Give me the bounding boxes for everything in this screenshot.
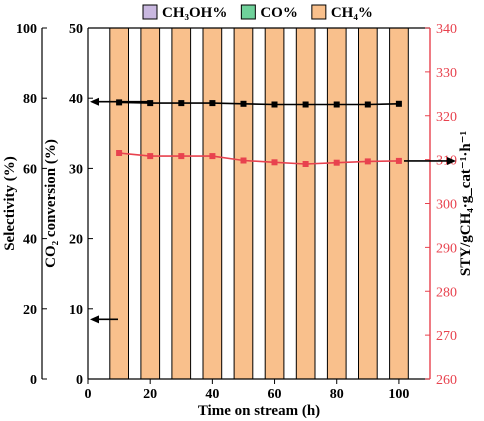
sty-tick-label-290: 290 (436, 241, 457, 256)
bar-ch4-70 (295, 27, 316, 380)
bar-ch4-50 (233, 27, 254, 380)
point-sty-90 (364, 158, 371, 165)
sty-tick-label-260: 260 (436, 373, 457, 388)
point-sty-70 (302, 161, 309, 167)
sty-tick-label-280: 280 (436, 285, 457, 300)
point-conversion-90 (364, 101, 371, 108)
sty-tick-label-340: 340 (436, 22, 457, 37)
x-tick-label-80: 80 (330, 387, 344, 402)
series-line-conversion (119, 101, 399, 106)
point-conversion-80 (333, 101, 340, 108)
legend: CH₃OH% CO% CH₄% (142, 4, 373, 21)
point-sty-30 (178, 153, 185, 160)
point-conversion-40 (209, 100, 216, 107)
selectivity-tick-label-40: 40 (23, 233, 37, 248)
point-sty-10 (116, 150, 123, 156)
legend-swatch-1 (240, 4, 256, 20)
bar-ch4-60 (264, 27, 285, 380)
point-conversion-60 (271, 101, 278, 108)
x-tick-label-20: 20 (143, 387, 157, 402)
legend-label-0: CH₃OH% (162, 5, 227, 21)
legend-swatch-2 (311, 4, 327, 20)
conversion-tick-label-40: 40 (69, 92, 83, 107)
legend-label-1: CO% (260, 5, 298, 21)
annotation-arrow-head-1 (90, 315, 99, 324)
point-sty-20 (147, 153, 154, 160)
bar-ch4-40 (202, 27, 223, 380)
x-tick-label-0: 0 (85, 387, 92, 402)
bar-ch4-10 (109, 27, 130, 380)
point-sty-60 (271, 159, 278, 166)
bar-ch4-90 (358, 27, 378, 380)
annotation-arrow-head-2 (447, 156, 456, 165)
x-tick-label-40: 40 (205, 387, 219, 402)
point-sty-40 (209, 153, 216, 160)
conversion-tick-label-30: 30 (69, 162, 83, 177)
bar-ch4-100 (389, 27, 409, 380)
annotation-arrow-head-0 (90, 97, 99, 106)
sty-tick-label-300: 300 (436, 198, 457, 213)
plot-frame (41, 27, 431, 380)
sty-tick-label-330: 330 (436, 66, 457, 81)
point-sty-50 (240, 157, 247, 164)
x-tick-label-60: 60 (268, 387, 282, 402)
selectivity-tick-label-60: 60 (23, 162, 37, 177)
bar-ch4-20 (140, 27, 161, 380)
legend-label-2: CH₄% (331, 5, 373, 21)
bars-layer (109, 27, 409, 380)
bar-ch4-30 (171, 27, 192, 380)
conversion-tick-label-20: 20 (69, 233, 83, 248)
x-axis-title: Time on stream (h) (198, 403, 320, 419)
annotations (90, 97, 456, 324)
legend-swatch-0 (142, 4, 158, 20)
point-conversion-20 (147, 100, 154, 107)
conversion-tick-label-10: 10 (69, 303, 83, 318)
sty-tick-label-320: 320 (436, 110, 457, 125)
point-conversion-30 (178, 100, 185, 107)
series-line-sty (119, 152, 399, 165)
point-sty-80 (333, 159, 340, 166)
x-tick-label-100: 100 (388, 387, 409, 402)
point-conversion-70 (302, 101, 309, 108)
conversion-axis-title: CO₂ conversion (%) (43, 139, 59, 268)
conversion-tick-label-50: 50 (69, 22, 83, 37)
selectivity-tick-label-80: 80 (23, 92, 37, 107)
bar-ch4-80 (326, 27, 347, 380)
selectivity-tick-label-20: 20 (23, 303, 37, 318)
point-conversion-50 (240, 100, 247, 107)
point-sty-100 (395, 157, 402, 164)
selectivity-tick-label-100: 100 (16, 22, 37, 37)
point-conversion-100 (395, 100, 402, 107)
selectivity-tick-label-0: 0 (30, 373, 37, 388)
selectivity-axis-title: Selectivity (%) (2, 156, 18, 251)
sty-axis-title: STY/gCH₄·g_cat⁻¹·h⁻¹ (458, 131, 474, 276)
series-layer (116, 99, 402, 167)
conversion-tick-label-0: 0 (76, 373, 83, 388)
sty-tick-label-270: 270 (436, 329, 457, 344)
